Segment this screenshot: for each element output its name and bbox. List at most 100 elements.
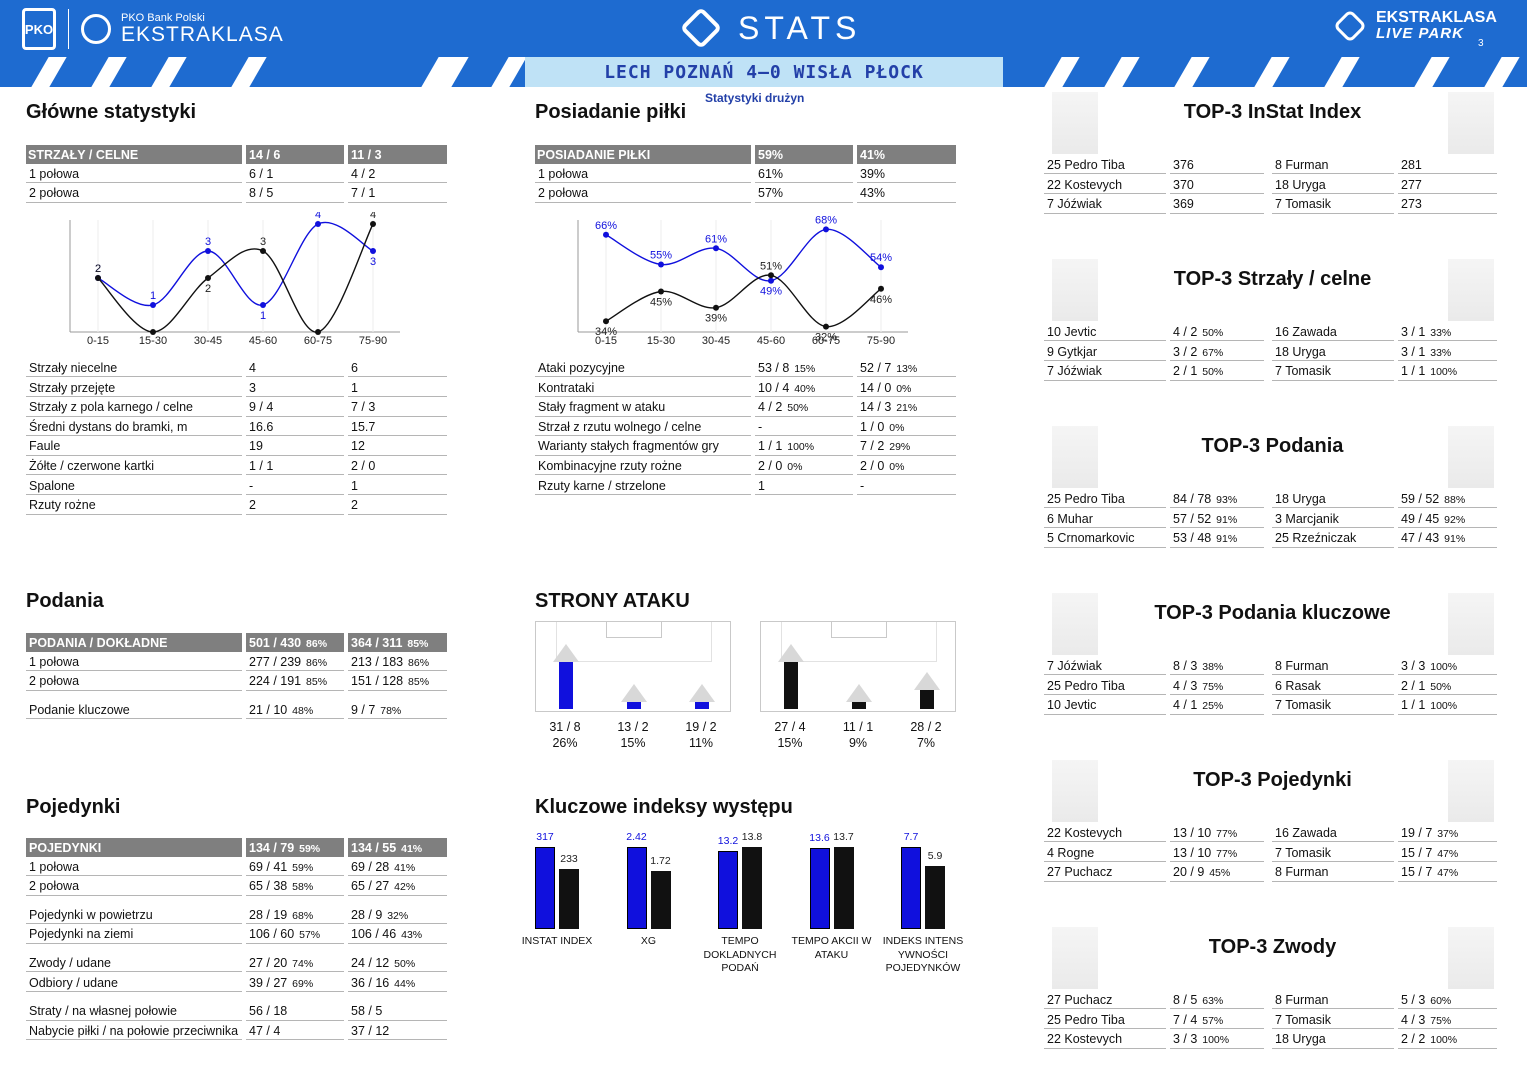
home-player-name-value: 7 Jóźwiak bbox=[1047, 659, 1102, 673]
away-value-percent: 29% bbox=[886, 441, 911, 454]
home-player-value: 57 / 52 91% bbox=[1170, 510, 1264, 528]
league-brand: PKO PKO Bank Polski EKSTRAKLASA bbox=[22, 5, 284, 53]
index-category-label: INSTAT INDEX bbox=[521, 935, 593, 947]
home-value: 28 / 19 68% bbox=[246, 906, 344, 925]
home-pitch bbox=[535, 621, 731, 712]
arrow-icon bbox=[553, 644, 579, 662]
x-tick-label: 0-15 bbox=[87, 335, 109, 347]
row-label-value: 1 połowa bbox=[538, 166, 589, 181]
away-player-value: 3 / 1 33% bbox=[1398, 323, 1497, 342]
row-label-value: Stały fragment w ataku bbox=[538, 400, 666, 415]
home-value-percent: 48% bbox=[289, 704, 314, 717]
home-player-value-value: 57 / 52 bbox=[1173, 511, 1212, 526]
home-value-value: 10 / 4 bbox=[758, 380, 790, 395]
passes-title: Podania bbox=[26, 590, 104, 612]
away-value-percent: 13% bbox=[893, 363, 918, 375]
attack-side-stat: 13 / 2 15% bbox=[603, 719, 663, 751]
home-player-value-value: 369 bbox=[1173, 197, 1194, 212]
away-value-percent: 32% bbox=[384, 909, 409, 922]
home-player-value-percent: 75% bbox=[1199, 680, 1224, 693]
away-player-value-percent: 100% bbox=[1427, 1034, 1458, 1047]
away-player-value: 59 / 52 88% bbox=[1398, 490, 1497, 509]
away-player-name: 6 Rasak bbox=[1272, 677, 1394, 695]
page-number: 3 bbox=[1478, 38, 1484, 49]
attack-side-stat: 27 / 4 15% bbox=[760, 719, 820, 751]
home-player-name: 27 Puchacz bbox=[1044, 991, 1166, 1010]
arrow-icon bbox=[778, 644, 804, 662]
away-index-label: 13.8 bbox=[741, 831, 763, 843]
away-player-value-value: 273 bbox=[1401, 197, 1422, 212]
away-index-label: 5.9 bbox=[927, 850, 943, 863]
away-value-percent: 78% bbox=[377, 704, 402, 717]
data-label: 2 bbox=[95, 263, 101, 275]
data-point bbox=[603, 318, 609, 325]
home-value: 57% bbox=[755, 184, 853, 203]
home-value: 277 / 239 86% bbox=[246, 653, 344, 671]
header-home: 134 / 79 59% bbox=[246, 838, 344, 857]
away-player-name: 16 Zawada bbox=[1272, 824, 1394, 843]
away-value-value: 58 / 5 bbox=[351, 1004, 383, 1019]
row-label-value: Nabycie piłki / na połowie przeciwnika bbox=[29, 1023, 239, 1038]
row-label: Pojedynki w powietrzu bbox=[26, 906, 242, 925]
attack-side-value: 28 / 2 bbox=[910, 720, 942, 734]
data-point bbox=[823, 323, 829, 330]
top3-title: TOP-3 Zwody bbox=[1208, 936, 1337, 958]
attack-share-bar bbox=[627, 701, 641, 709]
away-player-value-value: 2 / 1 bbox=[1401, 678, 1426, 693]
home-player-value-value: 8 / 3 bbox=[1173, 659, 1198, 673]
home-player-value: 84 / 78 93% bbox=[1170, 490, 1264, 509]
home-player-name: 7 Jóźwiak bbox=[1044, 195, 1166, 214]
away-player-name: 8 Furman bbox=[1272, 991, 1394, 1010]
away-value: 1 bbox=[348, 379, 447, 397]
data-point bbox=[205, 275, 211, 281]
away-value-percent: 0% bbox=[886, 421, 905, 434]
attack-sides-title: STRONY ATAKU bbox=[535, 590, 690, 612]
away-value: 6 bbox=[348, 359, 447, 378]
row-label-value: 1 połowa bbox=[29, 654, 80, 669]
home-player-name-value: 10 Jevtic bbox=[1047, 698, 1097, 713]
home-value-value: 21 / 10 bbox=[249, 702, 288, 717]
home-value-percent: 100% bbox=[784, 441, 815, 454]
home-index-bar bbox=[626, 847, 647, 929]
home-player-value-percent: 45% bbox=[1206, 867, 1231, 880]
top3-title: TOP-3 Strzały / celne bbox=[1173, 268, 1372, 290]
away-player-value-percent: 100% bbox=[1427, 700, 1458, 713]
attack-side-value: 11 / 1 bbox=[842, 720, 874, 734]
away-value: 9 / 7 78% bbox=[348, 701, 447, 720]
away-player-value: 15 / 7 47% bbox=[1398, 844, 1497, 862]
away-player-name-value: 7 Tomasik bbox=[1275, 197, 1332, 212]
x-tick-label: 60-75 bbox=[304, 335, 332, 347]
home-value-value: - bbox=[249, 478, 254, 493]
home-value: 6 / 1 bbox=[246, 165, 344, 183]
row-label: Odbiory / udane bbox=[26, 974, 242, 992]
home-value-percent: 59% bbox=[289, 861, 314, 874]
home-player-value-percent: 100% bbox=[1199, 1034, 1230, 1047]
attack-share-bar bbox=[559, 661, 573, 709]
home-value-value: 16.6 bbox=[249, 419, 274, 434]
away-value-value: 14 / 0 bbox=[860, 380, 892, 395]
away-value: 7 / 2 29% bbox=[857, 437, 956, 456]
home-player-name-value: 7 Jóźwiak bbox=[1047, 364, 1102, 379]
header-away: 41% bbox=[857, 145, 956, 164]
goal-box bbox=[606, 622, 662, 638]
pko-logo: PKO bbox=[22, 8, 56, 50]
away-value-percent: 42% bbox=[391, 881, 416, 894]
away-value-value: 43% bbox=[860, 186, 886, 201]
away-player-value-value: 3 / 1 bbox=[1401, 344, 1426, 359]
data-label: 68% bbox=[815, 214, 837, 226]
duels-title: Pojedynki bbox=[26, 796, 121, 818]
home-player-value: 2 / 1 50% bbox=[1170, 362, 1264, 381]
home-value-value: 39 / 27 bbox=[249, 975, 288, 990]
away-player-value-percent: 92% bbox=[1441, 513, 1466, 526]
away-value: 28 / 9 32% bbox=[348, 906, 447, 925]
away-player-name: 8 Furman bbox=[1272, 657, 1394, 676]
away-value-value: 15.7 bbox=[351, 419, 376, 434]
home-player-value: 8 / 5 63% bbox=[1170, 991, 1264, 1010]
away-player-name: 7 Tomasik bbox=[1272, 696, 1394, 715]
row-label: 1 połowa bbox=[26, 653, 242, 671]
away-value-value: 7 / 3 bbox=[351, 400, 376, 415]
row-label: Rzuty rożne bbox=[26, 496, 242, 515]
away-value-value: 7 / 1 bbox=[351, 186, 376, 201]
row-label: 2 połowa bbox=[535, 184, 751, 203]
